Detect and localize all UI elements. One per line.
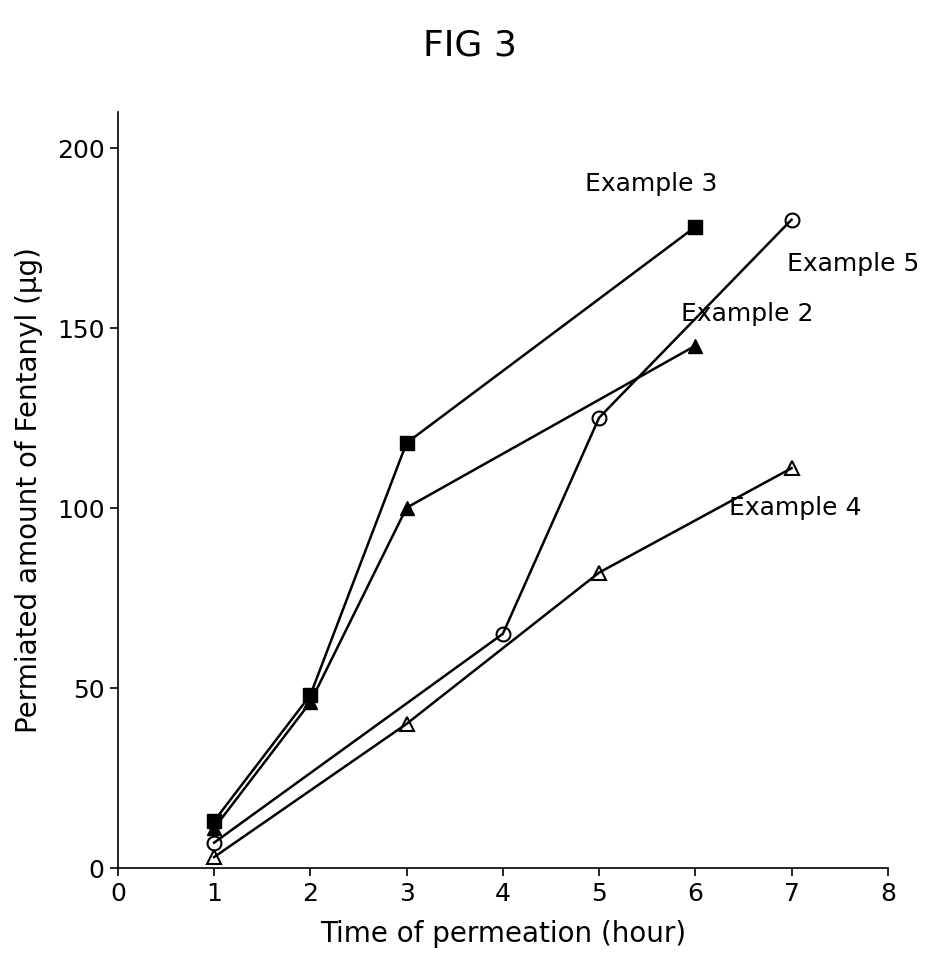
Text: FIG 3: FIG 3 (423, 29, 516, 63)
Y-axis label: Permiated amount of Fentanyl (μg): Permiated amount of Fentanyl (μg) (15, 247, 43, 733)
Text: Example 4: Example 4 (729, 496, 861, 520)
Text: Example 3: Example 3 (584, 172, 716, 196)
Text: Example 2: Example 2 (681, 302, 813, 326)
X-axis label: Time of permeation (hour): Time of permeation (hour) (319, 919, 685, 947)
Text: Example 5: Example 5 (786, 251, 918, 275)
